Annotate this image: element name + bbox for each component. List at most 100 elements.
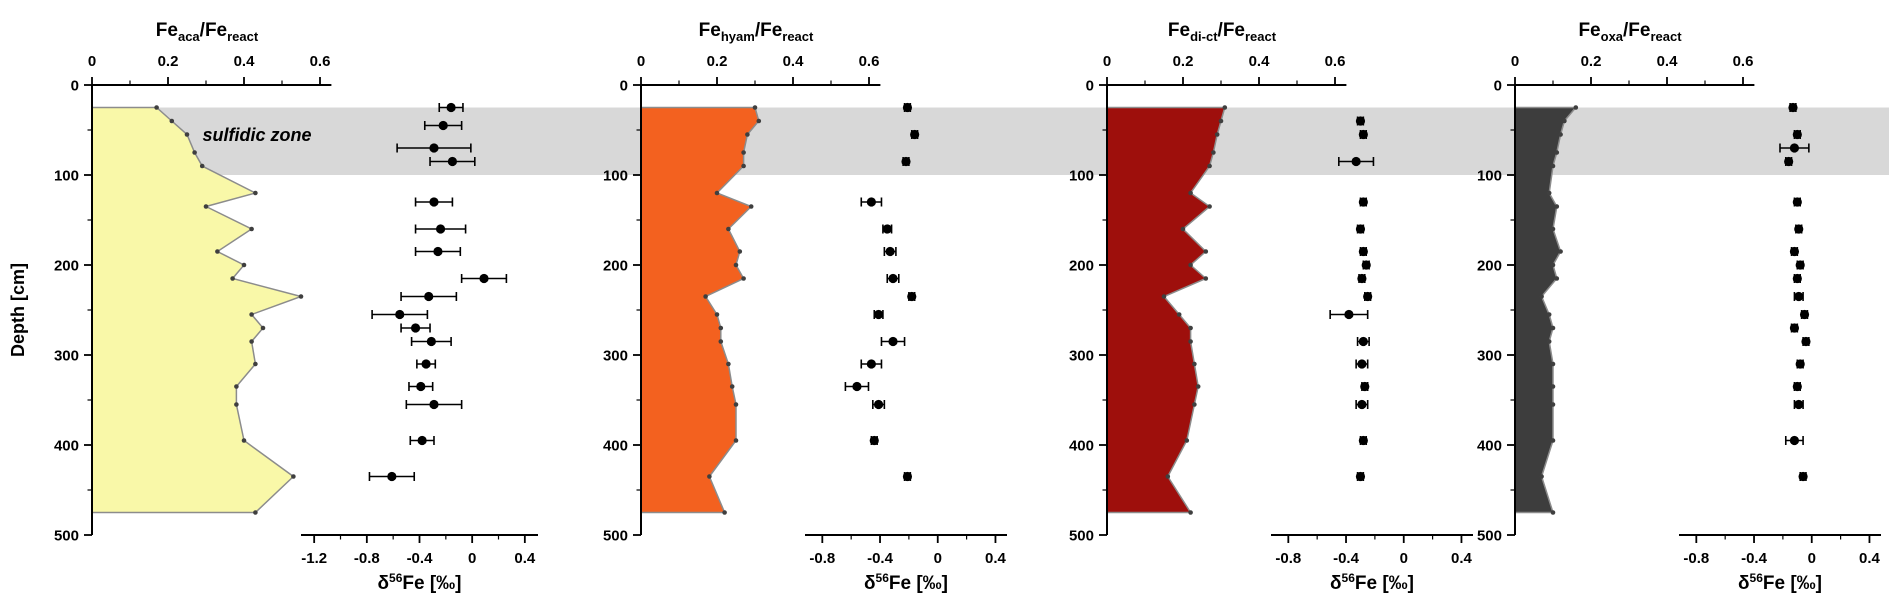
scatter-point	[1798, 471, 1808, 482]
tick-label: 0	[1086, 78, 1094, 95]
tick-label: 0.6	[310, 53, 331, 70]
tick-label: 300	[54, 348, 79, 365]
profile-vertex-dot	[249, 312, 254, 317]
scatter-point	[1792, 129, 1802, 140]
tick-label: 0.2	[1581, 53, 1602, 70]
profile-vertex-dot	[1546, 312, 1552, 317]
profile-vertex-dot	[241, 262, 247, 268]
scatter-point	[869, 435, 879, 446]
profile-vertex-dot	[1188, 262, 1193, 268]
profile-vertex-dot	[234, 402, 239, 407]
profile-vertex-dot	[1554, 276, 1560, 281]
profile-vertex-dot	[733, 262, 739, 268]
tick-label: 0.2	[707, 53, 728, 70]
scatter-point	[1360, 381, 1370, 392]
scatter-point	[1784, 156, 1794, 167]
profile-vertex-dot	[1550, 262, 1556, 268]
profile-vertex-dot	[1550, 163, 1556, 169]
scatter-point	[1795, 260, 1805, 270]
scatter-point	[1794, 399, 1804, 410]
profile-vertex-dot	[1558, 249, 1563, 254]
profile-vertex-dot	[291, 474, 296, 479]
scatter-point	[1351, 156, 1361, 167]
feaca-title: Feaca/Fereact	[156, 20, 259, 44]
fedict-scatter	[1329, 116, 1375, 482]
scatter-point	[907, 291, 917, 302]
fehyam-title: Fehyam/Fereact	[699, 20, 814, 44]
scatter-point	[1792, 273, 1802, 284]
profile-vertex-dot	[1161, 294, 1167, 299]
tick-label: 0.4	[1451, 550, 1473, 567]
tick-label: 200	[1069, 258, 1094, 275]
scatter-point	[888, 273, 898, 284]
tick-label: 0	[934, 550, 942, 567]
scatter-point	[1794, 291, 1804, 302]
feoxa-title: Feoxa/Fereact	[1578, 20, 1682, 44]
tick-label: 500	[1069, 528, 1094, 545]
tick-label: 500	[1477, 528, 1502, 545]
tick-label: 0.6	[859, 53, 880, 70]
scatter-point	[1358, 435, 1368, 446]
profile-vertex-dot	[1554, 150, 1560, 155]
profile-vertex-dot	[1550, 226, 1556, 232]
profile-vertex-dot	[1562, 118, 1567, 124]
profile-vertex-dot	[756, 118, 762, 124]
profile-vertex-dot	[154, 105, 159, 110]
scatter-point	[1801, 336, 1811, 347]
scatter-point	[446, 102, 456, 113]
tick-label: 200	[603, 258, 628, 275]
profile-vertex-dot	[1188, 325, 1193, 331]
profile-vertex-dot	[1558, 132, 1563, 137]
tick-label: -0.8	[1275, 550, 1301, 567]
profile-vertex-dot	[748, 204, 754, 209]
profile-vertex-dot	[1222, 105, 1228, 110]
ratio-axis: 0 0.2 0.4 0.6 Fehyam/Fereact	[637, 20, 881, 86]
profile-vertex-dot	[1539, 474, 1544, 479]
tick-label: 200	[54, 258, 79, 275]
profile-vertex-dot	[249, 339, 254, 344]
scatter-point	[429, 399, 439, 410]
tick-label: 100	[54, 168, 79, 185]
tick-label: 0	[88, 53, 96, 70]
tick-label: 0.2	[158, 53, 179, 70]
scatter-point	[426, 336, 436, 347]
profile-vertex-dot	[169, 118, 175, 124]
scatter-point	[435, 224, 446, 234]
tick-label: 200	[1477, 258, 1502, 275]
scatter-point	[421, 359, 431, 369]
profile-vertex-dot	[199, 163, 205, 169]
profile-vertex-dot	[1550, 510, 1556, 515]
profile-vertex-dot	[1573, 105, 1579, 110]
sulfidic-zone-band	[92, 107, 1889, 175]
tick-label: 0.4	[985, 550, 1007, 567]
profile-vertex-dot	[1192, 361, 1197, 367]
profile-vertex-dot	[1207, 204, 1212, 209]
panel-feoxa: 0 100 200 300 400 500 0 0.2 0.4 0.6 Feoxa/Fereact -…	[1477, 20, 1881, 594]
delta-axis: -0.8 -0.4 0 0.4 δ56Fe [‰]	[1271, 534, 1473, 594]
tick-label: 0.4	[1657, 53, 1679, 70]
profile-vertex-dot	[707, 474, 712, 479]
scatter-point	[410, 323, 421, 333]
tick-label: 400	[1069, 438, 1094, 455]
profile-vertex-dot	[733, 438, 739, 443]
delta-axis: -1.2 -0.8 -0.4 0 0.4 δ56Fe [‰]	[301, 534, 538, 594]
scatter-point	[1789, 435, 1800, 446]
fedict-area	[1107, 107, 1225, 513]
scatter-point	[1789, 323, 1800, 333]
profile-vertex-dot	[1550, 325, 1556, 331]
profile-vertex-dot	[184, 132, 190, 137]
scatter-point	[1355, 471, 1366, 482]
tick-label: -0.4	[1741, 550, 1768, 567]
delta-axis-title: δ56Fe [‰]	[1738, 571, 1822, 594]
profile-vertex-dot	[1176, 312, 1182, 317]
scatter-point	[882, 224, 892, 234]
profile-vertex-dot	[249, 226, 254, 232]
scatter-point	[429, 143, 439, 153]
feoxa-scatter	[1779, 102, 1811, 482]
scatter-point	[1357, 399, 1367, 410]
scatter-point	[1795, 359, 1805, 369]
profile-vertex-dot	[1554, 204, 1560, 209]
ratio-axis: 0 0.2 0.4 0.6 Feoxa/Fereact	[1511, 20, 1755, 86]
scatter-point	[1358, 129, 1368, 140]
profile-vertex-dot	[718, 325, 724, 331]
